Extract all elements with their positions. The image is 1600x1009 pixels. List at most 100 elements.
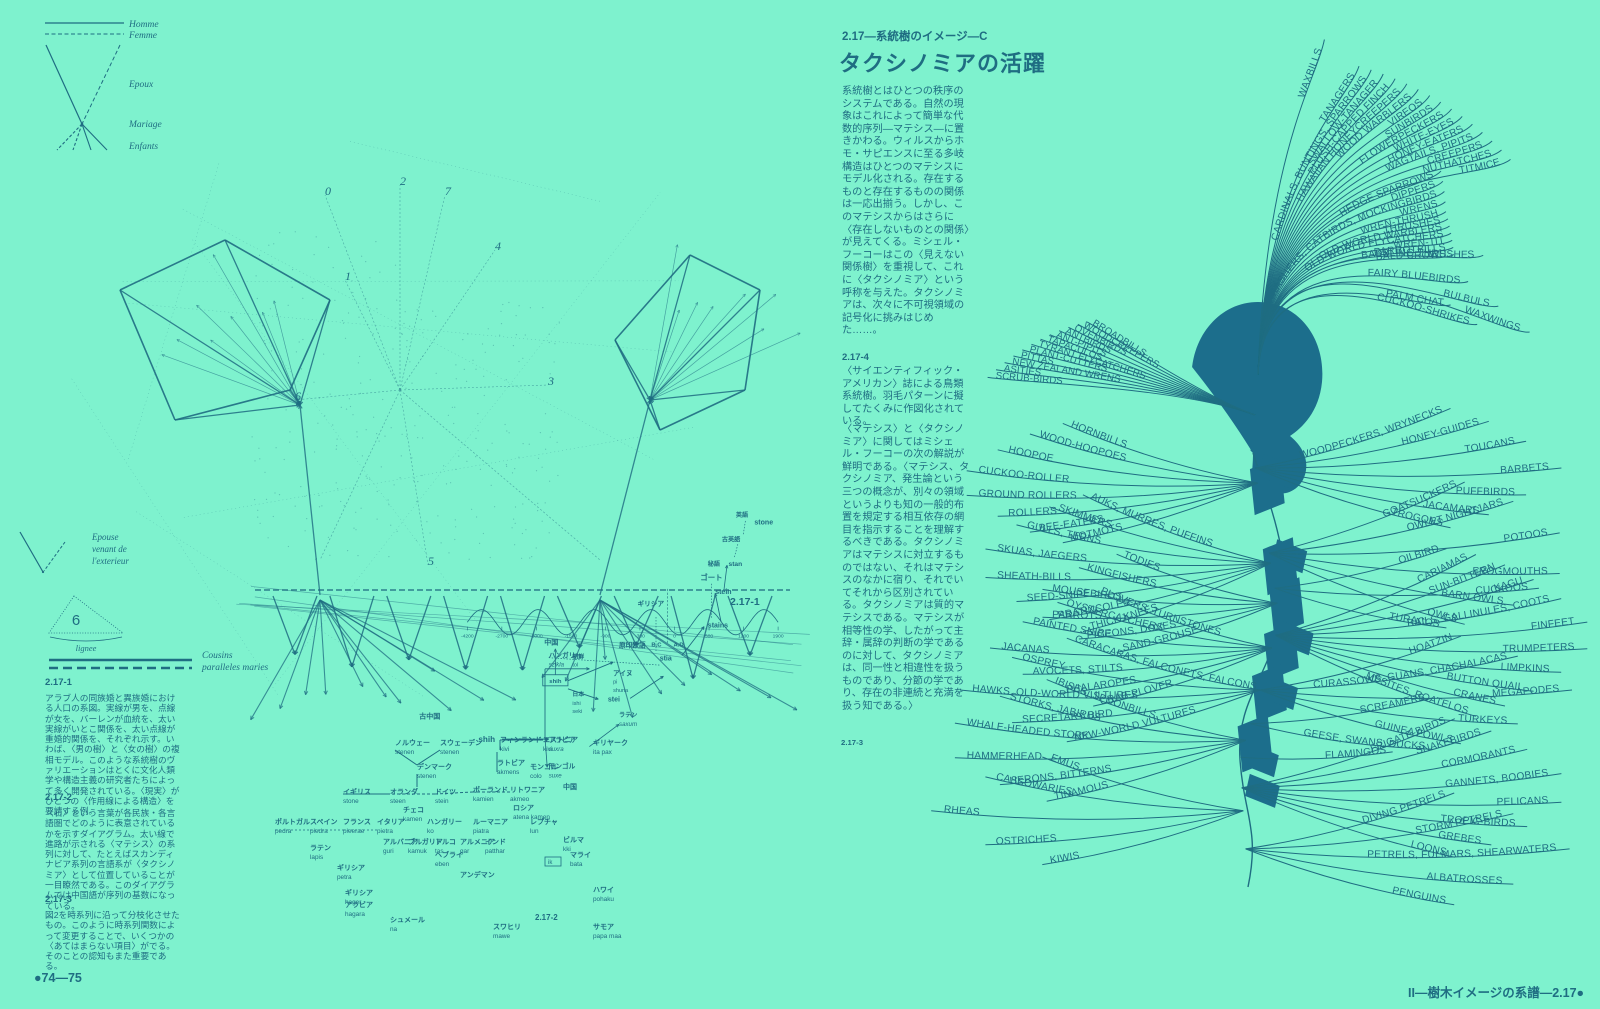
svg-text:saxum: saxum: [619, 721, 637, 728]
svg-text:venant de: venant de: [92, 544, 127, 554]
svg-text:ラテン: ラテン: [310, 844, 331, 852]
svg-text:stein: stein: [435, 798, 449, 805]
svg-text:-1500: -1500: [565, 634, 578, 640]
svg-text:4: 4: [495, 239, 501, 253]
svg-text:B.C: B.C: [651, 643, 662, 649]
svg-text:ハンガリー: ハンガリー: [427, 817, 462, 826]
svg-text:Enfants: Enfants: [128, 141, 158, 152]
svg-text:レプチャ: レプチャ: [530, 817, 558, 826]
svg-text:shih: shih: [478, 735, 495, 744]
svg-text:1200: 1200: [738, 634, 749, 640]
svg-text:インド: インド: [485, 838, 506, 846]
svg-text:pietra: pietra: [377, 828, 393, 835]
svg-text:ビルマ: ビルマ: [563, 835, 584, 844]
svg-text:ishi: ishi: [572, 701, 580, 707]
svg-text:デンマーク: デンマーク: [417, 762, 452, 771]
svg-text:スペイン: スペイン: [310, 818, 338, 826]
svg-text:オランダ: オランダ: [390, 787, 418, 796]
svg-text:原印欧語: 原印欧語: [619, 640, 646, 649]
svg-text:SHEATH-BILLS: SHEATH-BILLS: [997, 570, 1071, 583]
svg-text:stein: stein: [715, 589, 731, 596]
svg-text:shih: shih: [549, 679, 562, 685]
svg-text:paralleles maries: paralleles maries: [201, 663, 269, 673]
svg-text:ポルトガル: ポルトガル: [275, 817, 310, 826]
svg-text:2: 2: [400, 174, 406, 188]
svg-text:ハワイ: ハワイ: [593, 886, 614, 894]
svg-text:-2000: -2000: [530, 634, 543, 640]
svg-text:Epoux: Epoux: [128, 80, 154, 90]
svg-text:アンデマン: アンデマン: [460, 870, 495, 879]
svg-text:7: 7: [445, 184, 452, 198]
svg-text:Femme: Femme: [128, 31, 157, 41]
svg-text:5: 5: [428, 554, 434, 568]
svg-text:イギリス: イギリス: [343, 787, 371, 796]
svg-text:ita pax: ita pax: [593, 749, 613, 756]
svg-text:0: 0: [673, 634, 676, 640]
svg-text:steen: steen: [390, 798, 406, 805]
svg-text:pieerae: pieerae: [343, 828, 365, 835]
svg-text:1: 1: [345, 269, 351, 283]
svg-text:チェコ: チェコ: [403, 806, 424, 814]
svg-text:lignee: lignee: [76, 643, 97, 653]
svg-text:ノルウェー: ノルウェー: [395, 738, 430, 747]
svg-text:2.17-1: 2.17-1: [730, 596, 760, 608]
svg-text:kamien: kamien: [473, 796, 494, 803]
svg-text:スワヒリ: スワヒリ: [493, 923, 521, 931]
svg-text:HAMMERHEAD: HAMMERHEAD: [966, 750, 1042, 762]
svg-text:lun: lun: [530, 828, 539, 835]
svg-text:ラテン: ラテン: [619, 712, 637, 719]
svg-text:colo: colo: [530, 773, 542, 780]
svg-text:古中国: 古中国: [419, 711, 440, 720]
svg-text:マライ: マライ: [570, 851, 591, 859]
svg-text:na: na: [390, 926, 398, 933]
svg-text:2.17-2: 2.17-2: [535, 913, 558, 922]
svg-text:ゴート: ゴート: [700, 573, 722, 582]
svg-text:szikla: szikla: [549, 662, 565, 669]
svg-text:2.17-3: 2.17-3: [841, 738, 864, 747]
svg-text:シュメール: シュメール: [390, 916, 425, 924]
svg-text:ハンガリー: ハンガリー: [549, 651, 583, 660]
svg-text:-2700: -2700: [496, 634, 509, 640]
svg-text:pi: pi: [613, 680, 617, 686]
svg-text:petra: petra: [337, 874, 352, 881]
svg-text:スウェーデン: スウェーデン: [440, 738, 482, 747]
svg-text:A.D: A.D: [674, 643, 685, 649]
svg-text:kamuk: kamuk: [408, 848, 428, 855]
svg-text:秘語: 秘語: [708, 560, 721, 568]
svg-text:seki: seki: [572, 709, 582, 715]
svg-text:0: 0: [325, 184, 331, 198]
svg-text:-4200: -4200: [461, 634, 474, 640]
svg-text:Mariage: Mariage: [128, 120, 162, 130]
svg-text:ギリヤーク: ギリヤーク: [593, 738, 628, 747]
svg-text:bata: bata: [570, 861, 583, 868]
svg-text:Epouse: Epouse: [91, 532, 119, 542]
svg-text:hagara: hagara: [345, 911, 365, 918]
svg-text:イタリア: イタリア: [377, 817, 405, 826]
svg-text:ギリシア: ギリシア: [345, 888, 373, 897]
svg-text:stains: stains: [708, 622, 728, 629]
svg-text:500: 500: [705, 634, 713, 640]
svg-text:ドイツ: ドイツ: [435, 788, 456, 796]
svg-text:kamen: kamen: [403, 816, 423, 823]
svg-text:リトワニア: リトワニア: [510, 786, 545, 794]
svg-text:ルーマニア: ルーマニア: [473, 818, 508, 826]
svg-text:piedra: piedra: [310, 828, 328, 835]
svg-text:モンゴル: モンゴル: [549, 762, 576, 771]
svg-text:ヘブライ: ヘブライ: [435, 850, 463, 859]
svg-text:-900: -900: [600, 634, 610, 640]
svg-text:stan: stan: [729, 561, 743, 568]
svg-text:英語: 英語: [735, 511, 749, 519]
svg-text:l'exterieur: l'exterieur: [92, 556, 129, 566]
svg-text:中国: 中国: [563, 782, 577, 791]
svg-text:トルコ: トルコ: [435, 838, 456, 846]
svg-text:shuna: shuna: [613, 688, 629, 694]
svg-text:suxe: suxe: [549, 773, 563, 780]
svg-text:papa maa: papa maa: [593, 933, 622, 940]
svg-text:guri: guri: [383, 848, 394, 855]
svg-text:piatra: piatra: [473, 828, 489, 835]
svg-text:PUFFBIRDS: PUFFBIRDS: [1455, 486, 1515, 498]
svg-text:akmens: akmens: [497, 769, 519, 776]
svg-text:アラビア: アラビア: [345, 900, 373, 909]
svg-text:中国: 中国: [544, 637, 558, 646]
svg-text:アイヌ: アイヌ: [613, 669, 633, 677]
